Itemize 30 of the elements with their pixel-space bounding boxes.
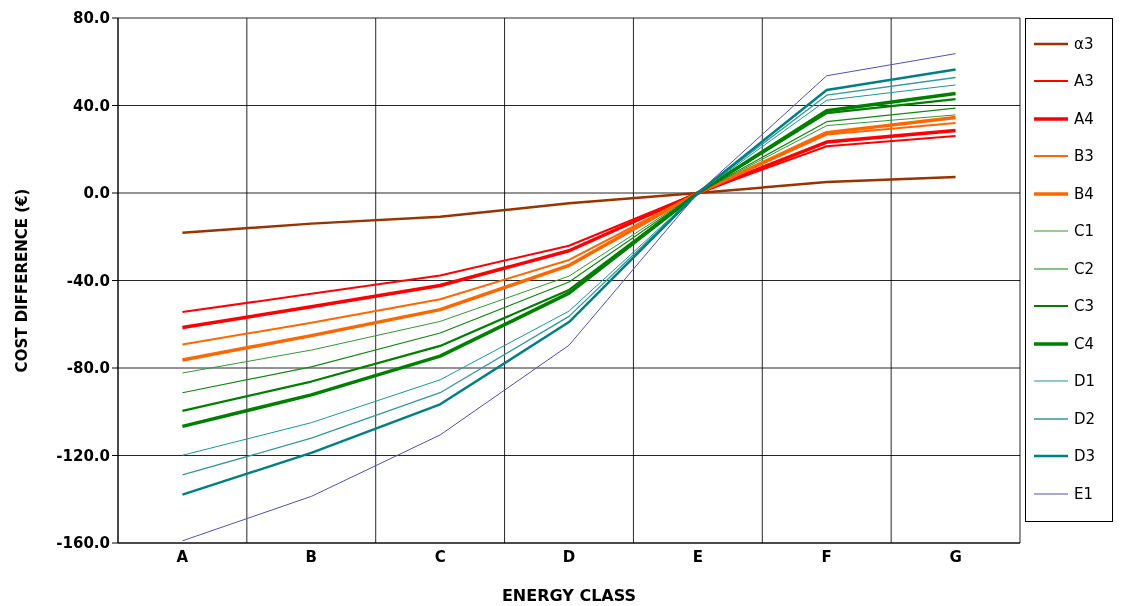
y-tick-label: 40.0 — [72, 96, 110, 115]
legend-label: D1 — [1074, 372, 1096, 391]
y-tick-label: 80.0 — [72, 9, 110, 28]
x-tick-label: D — [562, 547, 576, 566]
y-tick-label: -40.0 — [66, 271, 110, 290]
y-axis-title: COST DIFFERENCE (€) — [12, 188, 31, 373]
x-tick-label: A — [176, 547, 189, 566]
y-tick-label: -160.0 — [56, 534, 110, 553]
legend-label: B3 — [1074, 147, 1094, 166]
y-tick-label: -80.0 — [66, 359, 110, 378]
x-axis-title: ENERGY CLASS — [501, 586, 637, 605]
legend-label: A3 — [1074, 72, 1094, 91]
x-tick-label: C — [434, 547, 446, 566]
legend-label: B4 — [1074, 184, 1094, 203]
legend-label: α3 — [1074, 34, 1094, 53]
legend-label: E1 — [1074, 484, 1094, 503]
legend-label: C4 — [1074, 334, 1095, 353]
legend-label: C2 — [1074, 259, 1095, 278]
x-tick-label: F — [821, 547, 832, 566]
y-tick-label: 0.0 — [83, 184, 110, 203]
x-tick-label: E — [692, 547, 703, 566]
x-tick-label: B — [305, 547, 317, 566]
legend-label: A4 — [1074, 109, 1094, 128]
x-tick-label: G — [949, 547, 962, 566]
legend-label: C1 — [1074, 222, 1095, 241]
legend-label: C3 — [1074, 297, 1095, 316]
y-tick-label: -120.0 — [56, 446, 110, 465]
legend-label: D2 — [1074, 409, 1096, 428]
legend-label: D3 — [1074, 447, 1096, 466]
line-series — [181, 175, 957, 235]
